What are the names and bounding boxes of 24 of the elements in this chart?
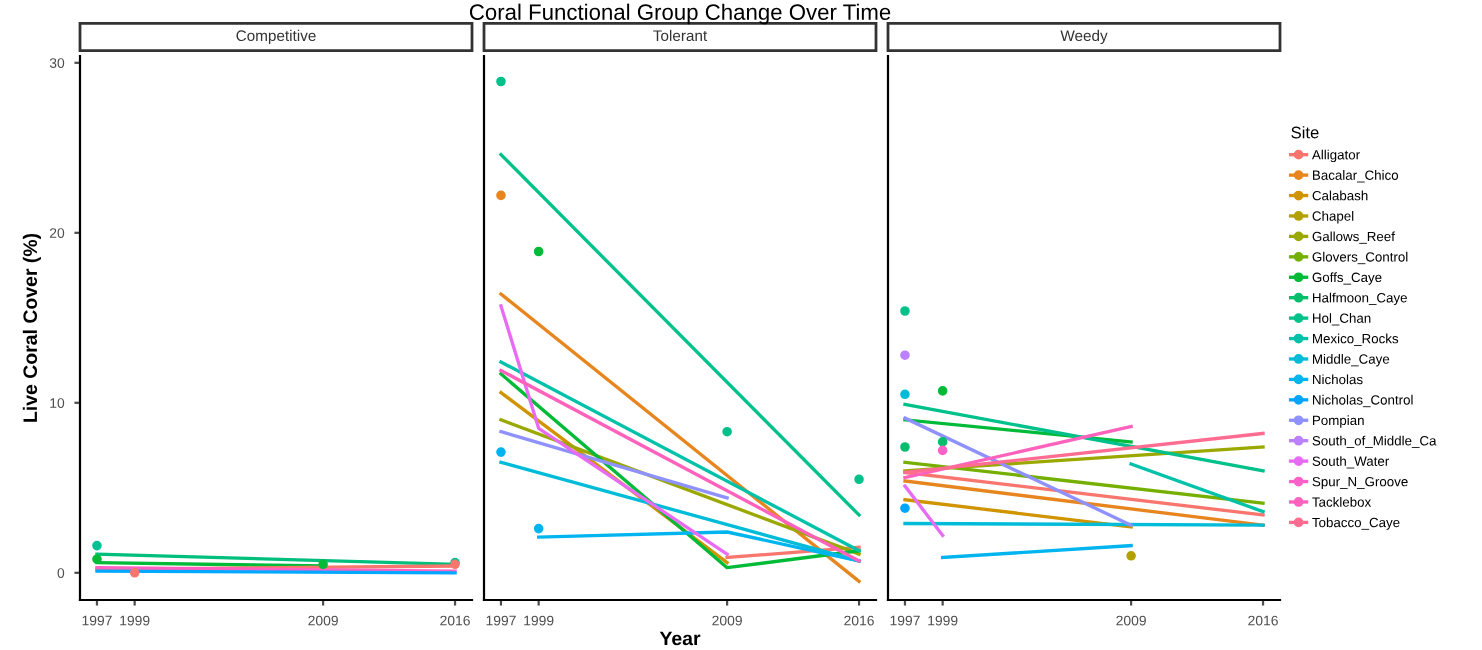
legend-title: Site	[1291, 126, 1319, 139]
point	[92, 540, 102, 551]
point	[496, 190, 506, 201]
x-axis-title: Year	[659, 631, 701, 646]
text: Coral Functional Group Change Over Time	[469, 3, 891, 25]
point	[900, 389, 910, 400]
point	[533, 523, 544, 534]
point	[722, 426, 732, 437]
point	[900, 503, 910, 513]
point	[129, 568, 140, 578]
point	[533, 246, 544, 257]
point	[92, 554, 102, 564]
point	[854, 474, 864, 485]
y-axis-title: Live Coral Cover (%)	[22, 233, 41, 422]
point	[1126, 551, 1136, 561]
point	[937, 445, 948, 456]
point	[496, 76, 506, 87]
point	[900, 442, 910, 452]
point	[496, 447, 506, 457]
point	[900, 350, 910, 360]
point	[900, 306, 910, 316]
point	[937, 437, 948, 447]
point	[937, 386, 948, 396]
point	[318, 559, 328, 570]
